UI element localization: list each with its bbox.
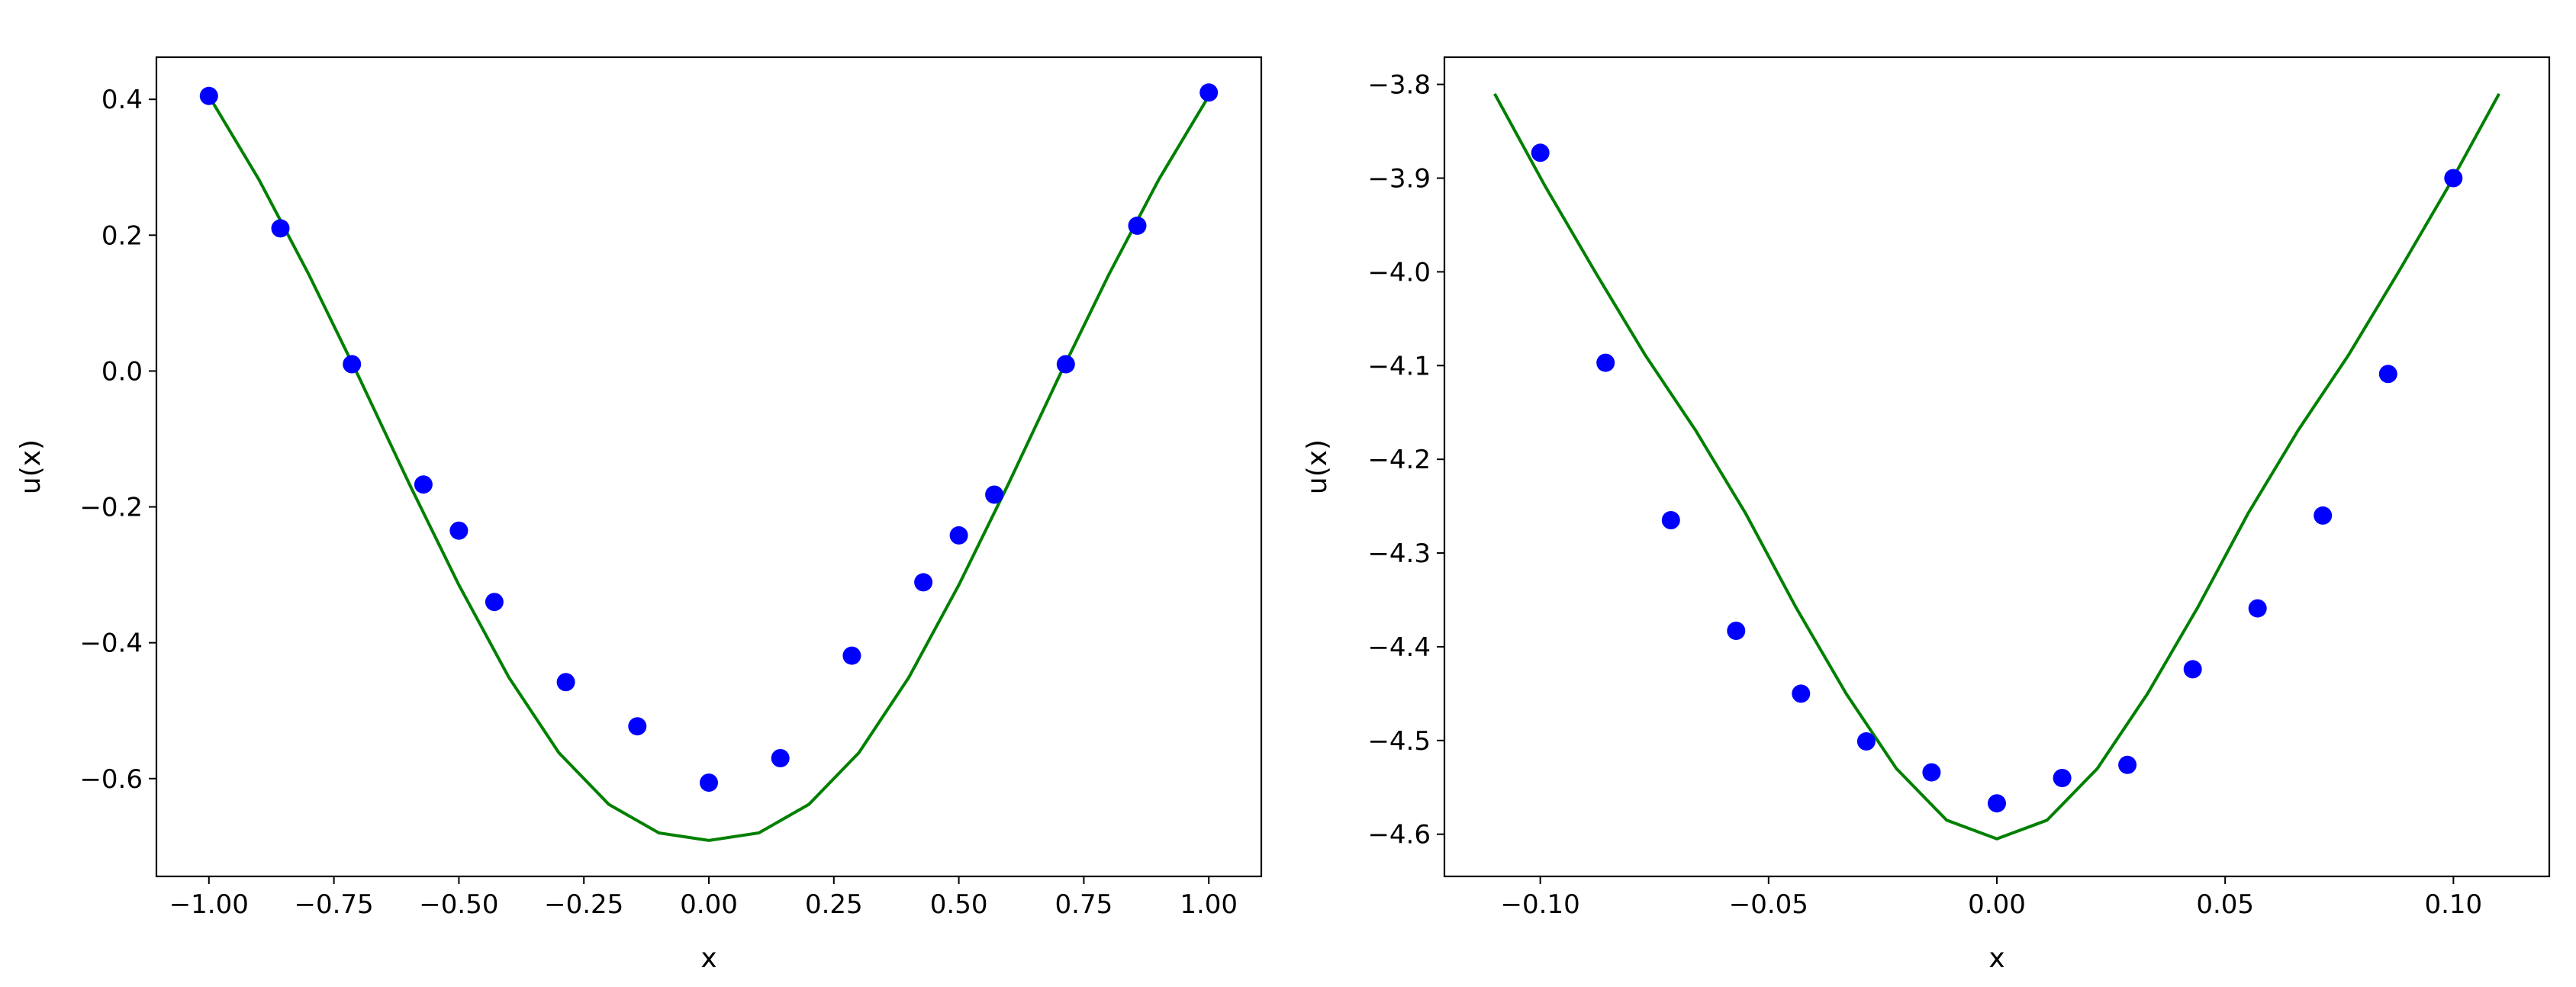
left-x-tick-label: −0.25 [544, 889, 623, 920]
right-data-point [2183, 660, 2202, 679]
left-x-tick-label: 0.50 [930, 889, 988, 920]
left-y-tick-label: −0.2 [79, 493, 143, 523]
right-x-tick-label: 0.10 [2424, 889, 2482, 920]
right-data-point [1856, 732, 1876, 751]
right-x-tick-label: 0.05 [2196, 889, 2254, 920]
left-y-axis-label: u(x) [15, 439, 47, 494]
right-data-point [2248, 599, 2267, 618]
right-data-point [2444, 169, 2463, 188]
right-y-tick-label: −3.8 [1367, 70, 1431, 101]
left-data-point [556, 673, 575, 692]
left-x-tick-label: 0.75 [1055, 889, 1113, 920]
left-data-point [485, 593, 504, 612]
left-fit-line [208, 95, 1210, 842]
left-data-point [985, 485, 1004, 504]
left-x-tick-label: −0.75 [294, 889, 373, 920]
left-y-tick-label: 0.0 [101, 356, 143, 387]
left-data-point [1199, 83, 1219, 102]
right-data-point [1988, 794, 2006, 813]
left-y-tick-label: 0.2 [101, 220, 143, 251]
right-y-tick-label: −4.5 [1367, 726, 1431, 757]
right-y-ticks: −3.8 −3.9 −4.0 −4.1 −4.2 −4.3 −4.4 −4.5 −4.6 [1367, 70, 1444, 850]
left-x-axis-label: x [700, 943, 716, 974]
right-data-point [2314, 506, 2333, 525]
left-data-point [842, 646, 861, 665]
right-y-tick-label: −4.0 [1367, 257, 1431, 288]
right-plot-area [1493, 92, 2500, 841]
right-data-point [1661, 511, 1680, 529]
right-y-tick-label: −4.2 [1367, 445, 1431, 475]
left-data-point [1128, 216, 1147, 235]
left-y-tick-label: 0.4 [101, 85, 143, 115]
right-x-axis-label: x [1988, 943, 2004, 974]
right-x-ticks: −0.10 −0.05 0.00 0.05 0.10 [1501, 876, 2482, 920]
left-x-tick-label: 0.00 [680, 889, 738, 920]
left-data-point [199, 86, 218, 105]
right-data-point [1922, 763, 1941, 782]
right-data-point [2378, 365, 2397, 384]
right-data-point [1596, 353, 1615, 372]
right-data-point [1727, 622, 1746, 640]
left-x-ticks: −1.00 −0.75 −0.50 −0.25 0.00 0.25 0.50 0.75 1.00 [169, 876, 1238, 920]
right-data-point [2053, 769, 2072, 787]
left-data-point [449, 521, 469, 540]
left-x-tick-label: 0.25 [805, 889, 863, 920]
left-data-point [1056, 355, 1075, 374]
left-y-tick-label: −0.6 [79, 764, 143, 795]
left-plot-area [199, 83, 1219, 842]
left-data-point [414, 475, 433, 494]
right-x-tick-label: −0.10 [1501, 889, 1580, 920]
left-data-point [343, 355, 362, 374]
right-y-tick-label: −3.9 [1367, 164, 1431, 195]
right-y-axis-label: u(x) [1302, 439, 1333, 494]
left-data-point [771, 749, 790, 767]
left-x-tick-label: 1.00 [1180, 889, 1238, 920]
left-x-tick-label: −1.00 [169, 889, 249, 920]
left-chart: −1.00 −0.75 −0.50 −0.25 0.00 0.25 0.50 0.75 1.00… [15, 56, 1263, 974]
right-y-tick-label: −4.3 [1367, 539, 1431, 569]
left-data-point [949, 526, 968, 545]
left-data-point [271, 219, 290, 238]
right-y-tick-label: −4.1 [1367, 351, 1431, 381]
left-y-ticks: 0.4 0.2 0.0 −0.2 −0.4 −0.6 [79, 85, 156, 795]
right-data-point [1531, 143, 1550, 162]
left-data-point [700, 773, 718, 792]
right-data-point [1792, 684, 1811, 703]
right-y-tick-label: −4.4 [1367, 632, 1431, 663]
right-y-tick-label: −4.6 [1367, 820, 1431, 850]
right-x-tick-label: 0.00 [1968, 889, 2026, 920]
left-y-tick-label: −0.4 [79, 629, 143, 659]
left-x-tick-label: −0.50 [419, 889, 498, 920]
left-data-point [628, 717, 647, 736]
right-fit-line [1493, 92, 2500, 841]
right-x-tick-label: −0.05 [1729, 889, 1808, 920]
left-data-point [914, 573, 933, 592]
right-chart: −0.10 −0.05 0.00 0.05 0.10 −3.8−3.9−4.0−4.1−… [1302, 56, 2551, 974]
right-data-point [2118, 755, 2137, 774]
